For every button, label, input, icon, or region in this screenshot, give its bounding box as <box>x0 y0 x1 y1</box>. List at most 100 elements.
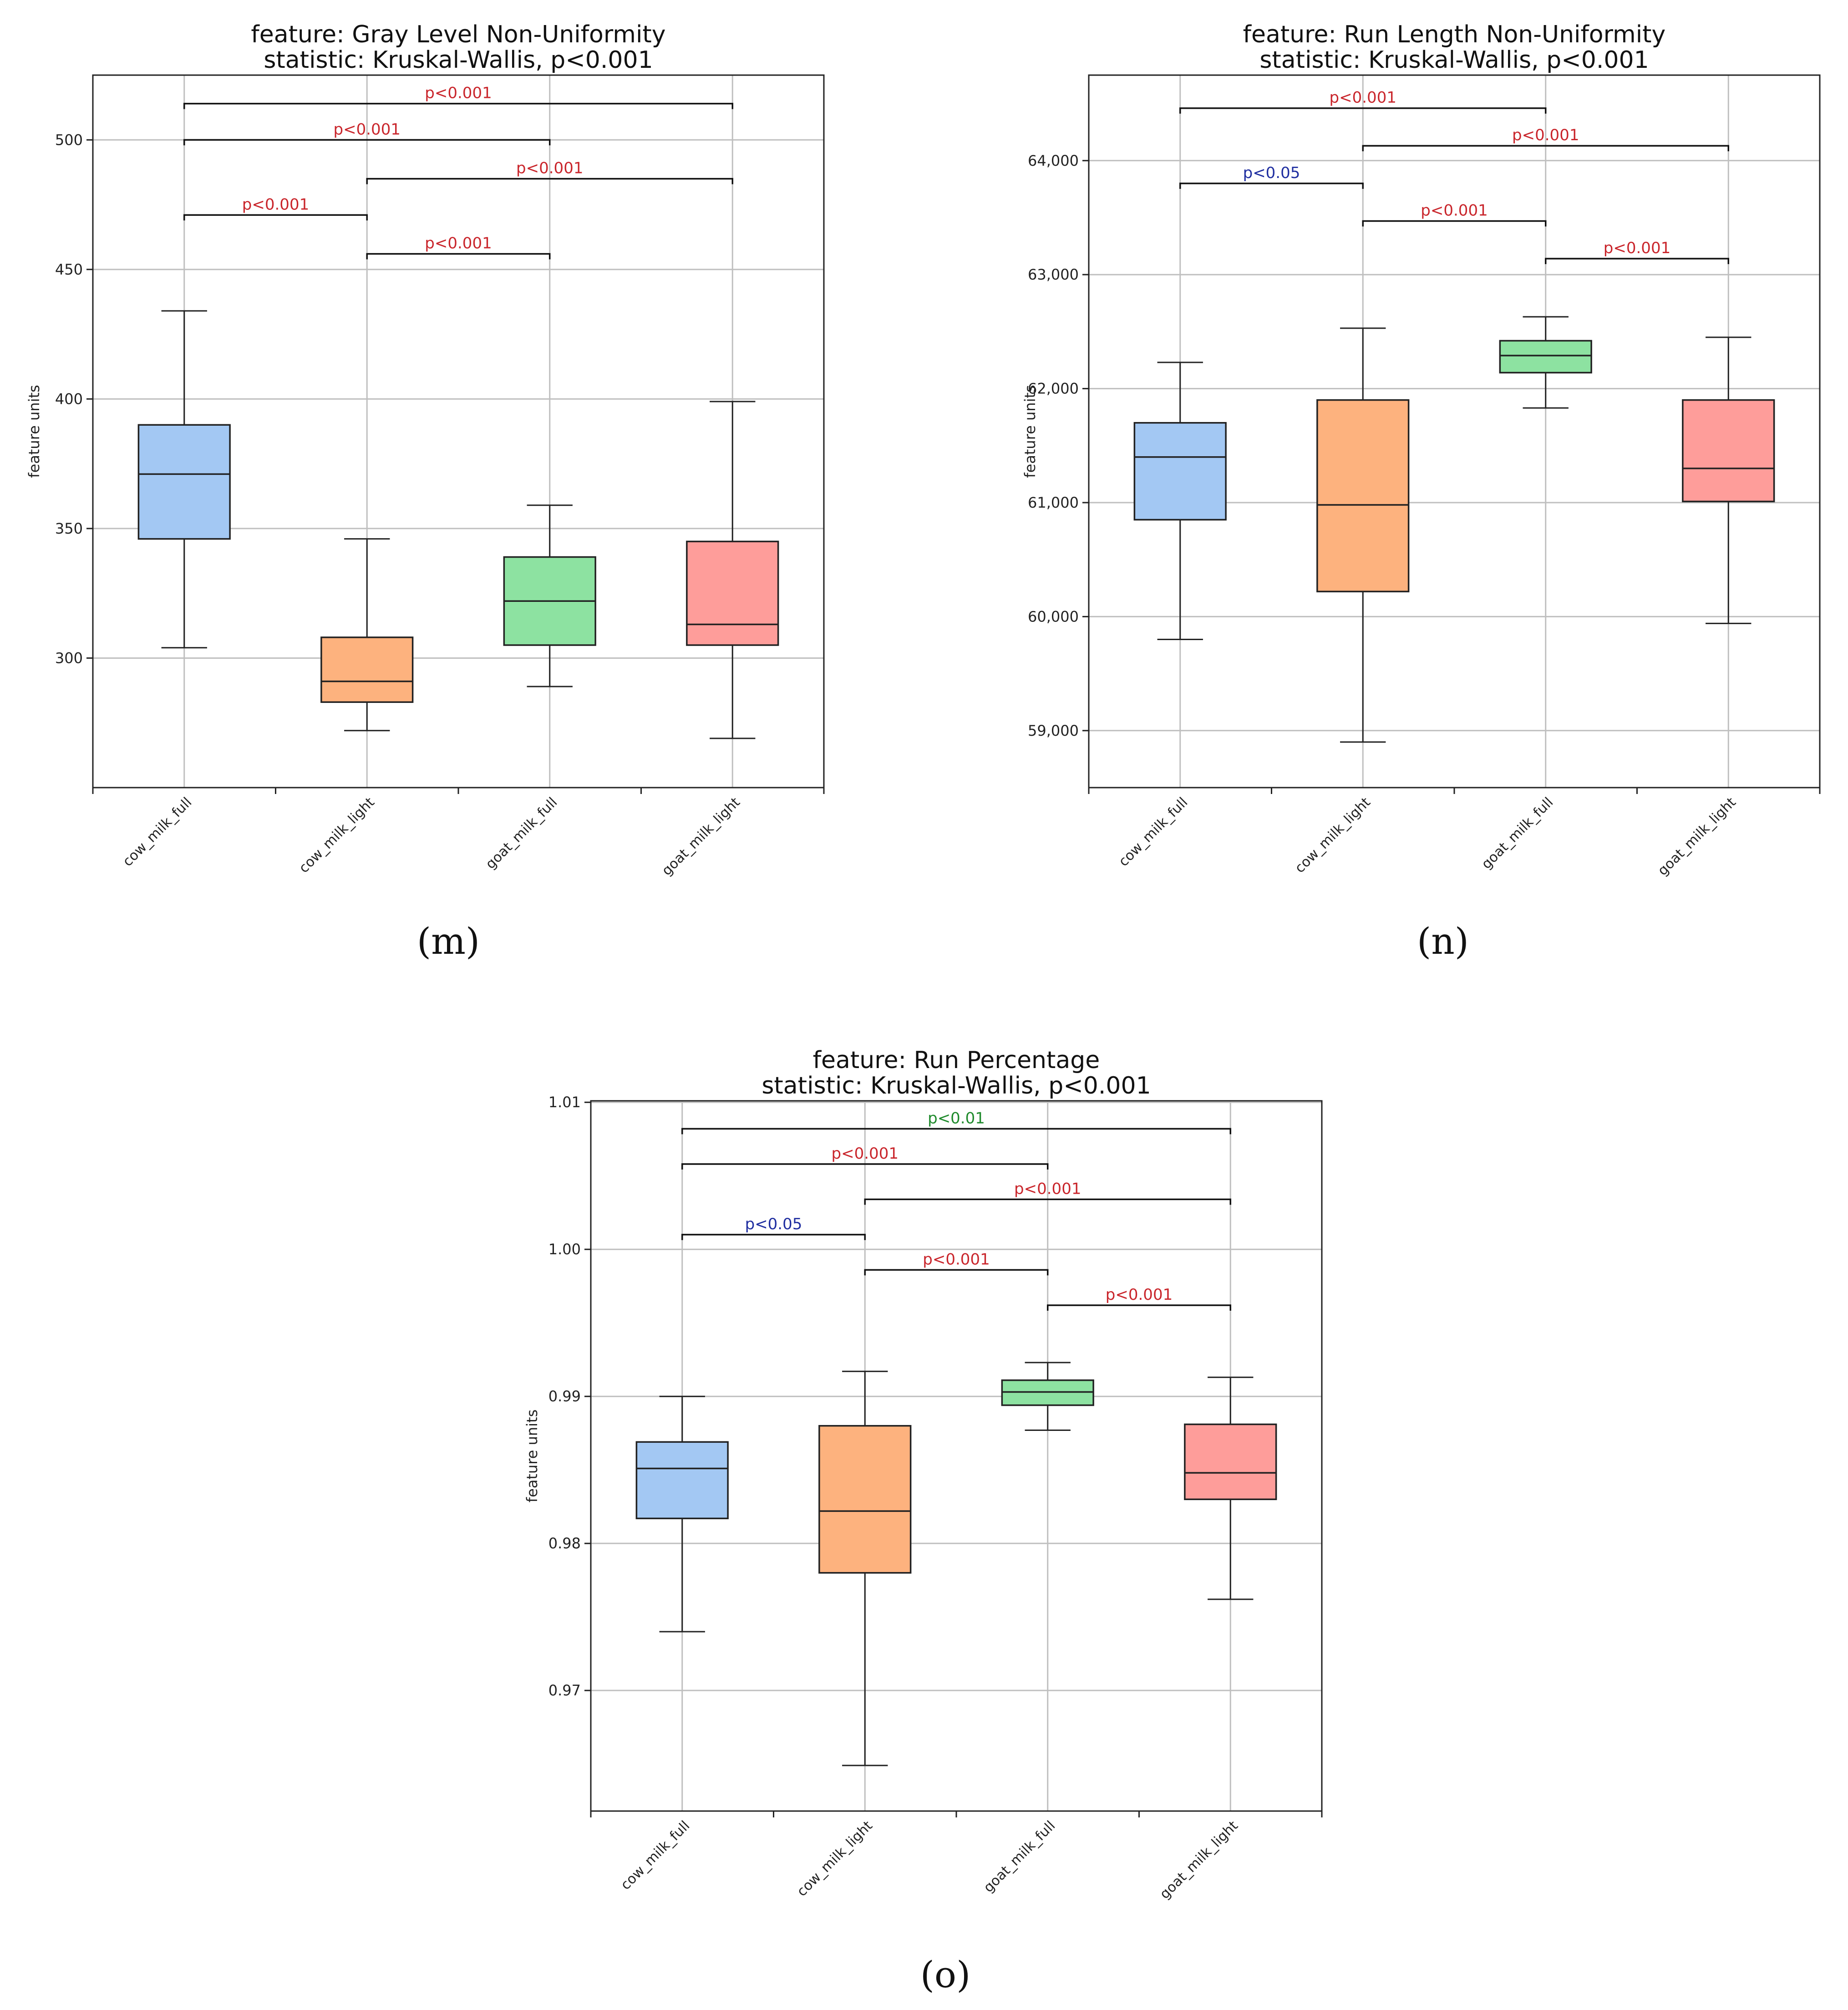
iqr-box <box>137 424 231 540</box>
panel-label: (m) <box>417 920 480 962</box>
significance-label: p<0.05 <box>745 1215 802 1233</box>
bracket-line <box>183 214 368 221</box>
y-tick-label: 1.01 <box>548 1094 581 1111</box>
bracket-line <box>183 139 551 146</box>
significance-bracket: p<0.001 <box>864 1250 1049 1276</box>
box-cow_milk_full <box>137 310 231 649</box>
box-cow_milk_light <box>1316 327 1410 743</box>
bracket-line <box>864 1269 1049 1276</box>
y-tick-label: 62,000 <box>1028 380 1079 397</box>
significance-bracket: p<0.001 <box>681 1145 1049 1170</box>
y-tick-label: 0.99 <box>548 1388 581 1405</box>
significance-label: p<0.001 <box>1014 1180 1081 1198</box>
significance-label: p<0.001 <box>1106 1286 1173 1304</box>
significance-bracket: p<0.001 <box>183 84 733 109</box>
iqr-box <box>1133 422 1227 521</box>
chart-subtitle: statistic: Kruskal-Wallis, p<0.001 <box>762 1072 1151 1099</box>
bracket-line <box>1047 1304 1231 1311</box>
y-tick-label: 64,000 <box>1028 152 1079 169</box>
bracket-line <box>681 1128 1231 1135</box>
significance-bracket: p<0.01 <box>681 1109 1231 1135</box>
box-goat_milk_full <box>1001 1362 1094 1431</box>
significance-label: p<0.001 <box>832 1145 899 1163</box>
significance-label: p<0.001 <box>923 1250 990 1268</box>
iqr-box <box>635 1441 729 1520</box>
significance-label: p<0.001 <box>1604 239 1670 257</box>
y-tick-label: 1.00 <box>548 1241 581 1258</box>
iqr-box <box>1184 1423 1277 1501</box>
chart-title: feature: Run Length Non-Uniformity <box>1243 21 1666 48</box>
y-tick-label: 500 <box>55 131 83 148</box>
iqr-box <box>320 636 414 703</box>
significance-label: p<0.001 <box>425 84 492 102</box>
bracket-line <box>1362 220 1547 227</box>
box-goat_milk_full <box>503 504 596 687</box>
significance-bracket: p<0.001 <box>183 195 368 221</box>
iqr-box <box>818 1425 912 1574</box>
chart-title: feature: Run Percentage <box>813 1047 1100 1074</box>
y-tick-label: 59,000 <box>1028 722 1079 739</box>
significance-label: p<0.001 <box>1421 202 1488 220</box>
significance-label: p<0.001 <box>516 159 583 178</box>
y-tick-label: 300 <box>55 649 83 667</box>
significance-label: p<0.001 <box>425 234 492 253</box>
box-goat_milk_light <box>686 401 779 739</box>
significance-label: p<0.001 <box>1330 89 1396 107</box>
y-axis-label: feature units <box>523 1410 541 1502</box>
chart-title: feature: Gray Level Non-Uniformity <box>251 21 665 48</box>
significance-bracket: p<0.001 <box>1047 1286 1231 1311</box>
significance-label: p<0.001 <box>334 120 401 138</box>
iqr-box <box>686 540 779 646</box>
y-axis-label: feature units <box>1021 385 1039 478</box>
y-tick-label: 63,000 <box>1028 266 1079 283</box>
significance-bracket: p<0.001 <box>1362 126 1729 152</box>
y-tick-label: 350 <box>55 520 83 537</box>
significance-label: p<0.001 <box>1512 126 1579 144</box>
bracket-line <box>366 178 733 184</box>
box-cow_milk_full <box>1133 361 1227 640</box>
chart-subtitle: statistic: Kruskal-Wallis, p<0.001 <box>1259 46 1649 74</box>
significance-bracket: p<0.001 <box>366 159 733 184</box>
y-tick-label: 61,000 <box>1028 494 1079 511</box>
panel-label: (o) <box>920 1954 971 1996</box>
bracket-line <box>864 1198 1231 1205</box>
bracket-line <box>183 102 733 109</box>
box-goat_milk_full <box>1499 316 1592 409</box>
y-tick-label: 400 <box>55 390 83 407</box>
y-tick-label: 450 <box>55 261 83 278</box>
box-cow_milk_full <box>635 1395 729 1633</box>
significance-bracket: p<0.001 <box>1362 202 1547 227</box>
significance-label: p<0.05 <box>1243 164 1300 182</box>
box-cow_milk_light <box>818 1370 912 1766</box>
bracket-line <box>1545 258 1729 265</box>
significance-bracket: p<0.001 <box>183 120 551 146</box>
chart-subtitle: statistic: Kruskal-Wallis, p<0.001 <box>264 46 653 74</box>
bracket-line <box>1362 145 1729 152</box>
y-tick-label: 60,000 <box>1028 608 1079 625</box>
box-goat_milk_light <box>1682 336 1775 624</box>
y-axis-label: feature units <box>25 385 43 478</box>
significance-bracket: p<0.001 <box>1545 239 1729 265</box>
bracket-line <box>681 1234 866 1240</box>
bracket-line <box>1179 107 1547 114</box>
significance-bracket: p<0.05 <box>1179 164 1364 189</box>
box-goat_milk_light <box>1184 1376 1277 1600</box>
y-tick-label: 0.97 <box>548 1682 581 1699</box>
box-cow_milk_light <box>320 538 414 732</box>
panel-label: (n) <box>1417 920 1469 962</box>
iqr-box <box>1499 340 1592 374</box>
bracket-line <box>681 1163 1049 1170</box>
significance-bracket: p<0.001 <box>366 234 551 260</box>
significance-bracket: p<0.05 <box>681 1215 866 1240</box>
significance-label: p<0.001 <box>242 195 309 214</box>
y-tick-label: 0.98 <box>548 1535 581 1552</box>
significance-label: p<0.01 <box>928 1109 985 1127</box>
bracket-line <box>366 253 551 260</box>
bracket-line <box>1179 183 1364 189</box>
significance-bracket: p<0.001 <box>864 1180 1231 1205</box>
iqr-box <box>1316 399 1410 593</box>
significance-bracket: p<0.001 <box>1179 89 1547 114</box>
iqr-box <box>1682 399 1775 503</box>
